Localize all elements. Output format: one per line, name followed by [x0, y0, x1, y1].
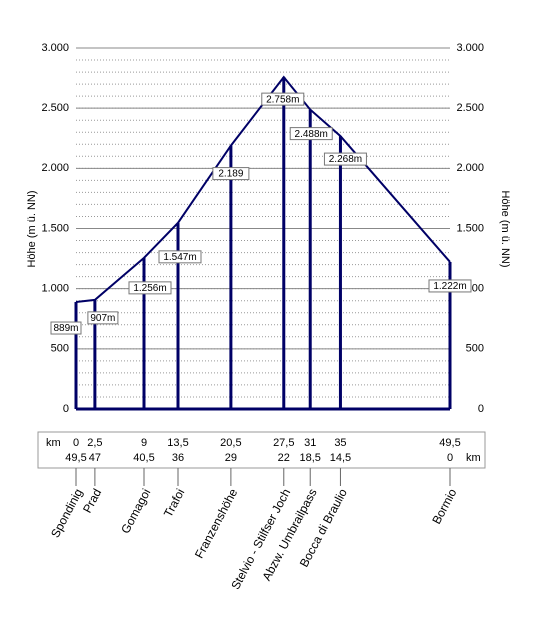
- y2-tick-label: 3.000: [456, 42, 484, 54]
- km-value: 2,5: [87, 437, 102, 449]
- km-remaining: 22: [278, 452, 290, 464]
- value-label: 2.758m: [266, 94, 299, 105]
- place-label: Spondinig: [48, 486, 85, 540]
- km-value: 13,5: [167, 437, 188, 449]
- value-label: 1.222m: [433, 281, 466, 292]
- km-label: km: [46, 437, 61, 449]
- place-label: Gomagoi: [118, 486, 153, 536]
- y-tick-label: 500: [51, 343, 69, 355]
- km-remaining: 40,5: [133, 452, 154, 464]
- km-table: [37, 431, 486, 469]
- place-label: Trafoi: [161, 486, 188, 519]
- y-tick-label: 0: [63, 403, 69, 415]
- km-remaining: 47: [89, 452, 101, 464]
- km-value: 27,5: [273, 437, 294, 449]
- km-remaining: 29: [225, 452, 237, 464]
- km-value: 9: [141, 437, 147, 449]
- km-value: 35: [334, 437, 346, 449]
- y2-tick-label: 0: [478, 403, 484, 415]
- km-value: 0: [73, 437, 79, 449]
- profile-line: [75, 75, 451, 304]
- km-remaining: 18,5: [300, 452, 321, 464]
- y-axis-title: Höhe (m ü. NN): [26, 190, 38, 267]
- place-label: Bormio: [429, 486, 459, 526]
- value-label-box: [428, 279, 472, 293]
- value-label-box: [50, 321, 82, 335]
- km-value: 20,5: [220, 437, 241, 449]
- value-label: 889m: [53, 323, 78, 334]
- km-remaining: 36: [172, 452, 184, 464]
- km-remaining: 14,5: [330, 452, 351, 464]
- value-label-box: [212, 167, 250, 181]
- value-label-box: [323, 152, 367, 166]
- value-label: 2.488m: [295, 129, 328, 140]
- value-label: 1.547m: [163, 252, 196, 263]
- y-tick-label: 1.500: [41, 222, 69, 234]
- y-tick-label: 2.000: [41, 162, 69, 174]
- y2-tick-label: 1.500: [456, 222, 484, 234]
- value-label: 2.189: [218, 169, 243, 180]
- km-remaining: 49,5: [65, 452, 86, 464]
- value-label-box: [128, 281, 172, 295]
- y-tick-label: 1.000: [41, 283, 69, 295]
- y2-tick-label: 500: [466, 343, 484, 355]
- value-label-box: [87, 311, 119, 325]
- y-tick-label: 3.000: [41, 42, 69, 54]
- y2-axis-title: Höhe (m ü. NN): [499, 190, 511, 267]
- place-label: Prad: [80, 486, 104, 515]
- y2-tick-label: 2.500: [456, 102, 484, 114]
- value-label: 907m: [90, 313, 115, 324]
- km-label-remaining: km: [466, 452, 481, 464]
- value-label-box: [261, 92, 305, 106]
- km-value: 49,5: [439, 437, 460, 449]
- value-label: 1.256m: [133, 283, 166, 294]
- y2-tick-label: 2.000: [456, 162, 484, 174]
- place-label: Franzenshöhe: [192, 486, 241, 561]
- y-tick-label: 2.500: [41, 102, 69, 114]
- km-value: 31: [304, 437, 316, 449]
- value-label: 2.268m: [329, 154, 362, 165]
- value-label-box: [289, 127, 333, 141]
- value-label-box: [158, 250, 202, 264]
- km-remaining: 0: [447, 452, 453, 464]
